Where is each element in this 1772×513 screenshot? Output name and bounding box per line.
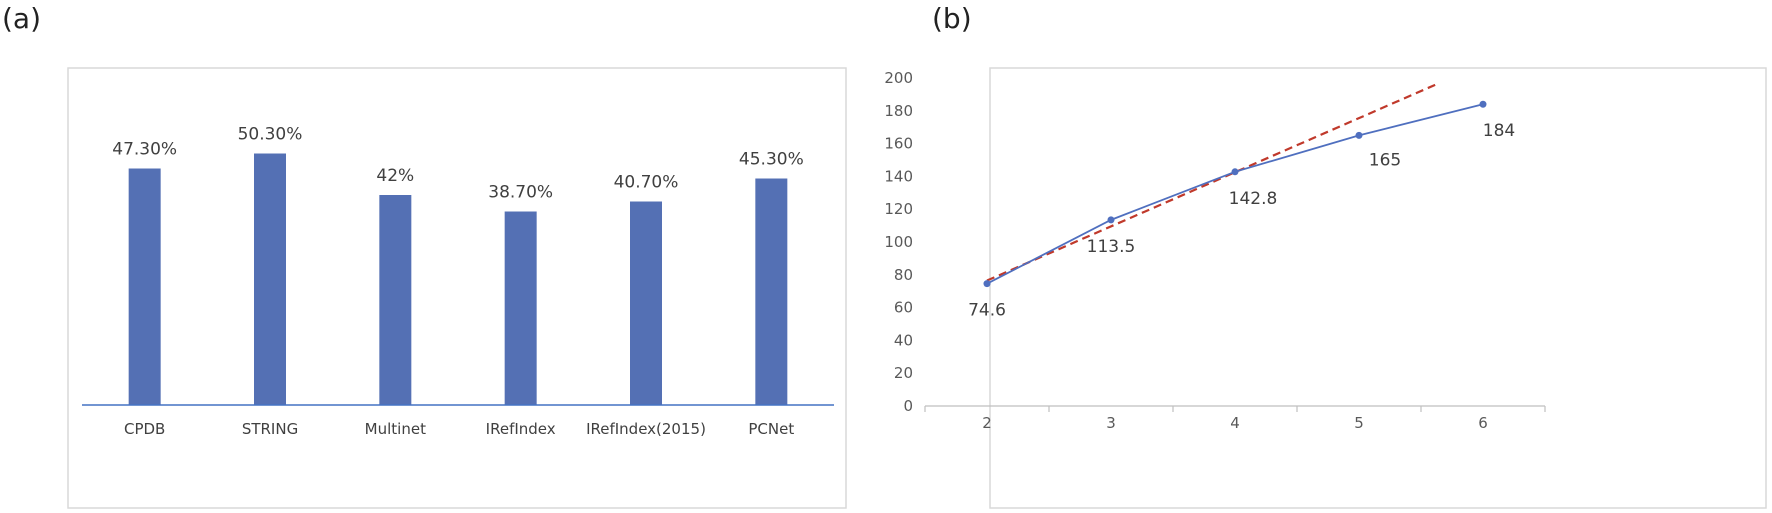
x-tick-label: 2 [982,414,992,432]
data-point [1107,216,1115,224]
x-tick-label: IRefIndex [486,420,556,438]
point-data-label: 184 [1483,121,1515,141]
y-tick-label: 60 [894,299,913,317]
y-tick-label: 120 [884,200,913,218]
x-tick-label: IRefIndex(2015) [586,420,706,438]
x-tick-label: 4 [1230,414,1240,432]
bar [630,201,662,405]
line-chart: 0 20 40 60 80 100 120 140 160 180 200 2 3 4 5 6 74.6 113.… [884,69,1546,432]
bar-data-label: 50.30% [238,125,303,145]
data-point [1231,168,1239,176]
point-data-label: 113.5 [1087,237,1136,257]
bar-data-label: 40.70% [614,173,679,193]
y-tick-label: 80 [894,266,913,284]
data-point [983,280,991,288]
bar-data-label: 42% [376,166,414,186]
bar [379,195,412,405]
x-tick-label: CPDB [124,420,165,438]
x-tick-label: STRING [242,420,298,438]
trend-line-dashed [986,81,1441,282]
y-tick-label: 140 [884,167,913,185]
y-tick-label: 180 [884,102,913,120]
x-tick-label: 5 [1354,414,1364,432]
y-tick-label: 100 [884,233,913,251]
bar [755,178,788,405]
bar [504,211,537,405]
x-tick-label: 3 [1106,414,1116,432]
point-data-label: 142.8 [1229,189,1278,209]
point-data-label: 165 [1369,150,1401,170]
panel-b-label: (b) [932,2,972,35]
bar-data-label: 38.70% [488,183,553,203]
data-point [1355,131,1363,139]
line-chart-frame [989,67,1767,509]
data-point [1479,100,1487,108]
y-tick-label: 40 [894,331,913,349]
y-tick-label: 20 [894,364,913,382]
y-tick-label: 0 [903,397,913,415]
bar-chart: 47.30% CPDB 50.30% STRING 42% Multinet 38.70% I… [82,125,834,438]
bar-chart-frame [67,67,847,509]
x-tick-label: 6 [1478,414,1488,432]
panel-a-label: (a) [2,2,42,35]
point-data-label: 74.6 [968,301,1006,321]
y-tick-label: 200 [884,69,913,87]
x-tick-label: PCNet [748,420,794,438]
bar-data-label: 47.30% [112,140,177,160]
bar-data-label: 45.30% [739,150,804,170]
bar [254,153,286,405]
bar [128,168,161,405]
y-tick-label: 160 [884,135,913,153]
x-tick-label: Multinet [365,420,426,438]
